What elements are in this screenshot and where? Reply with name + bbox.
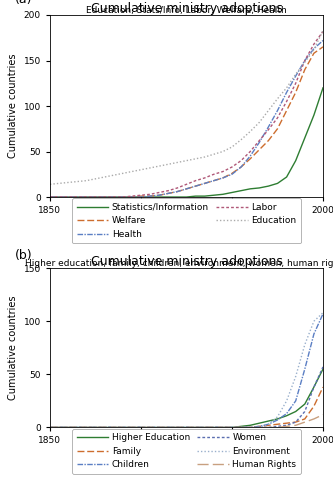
Text: (a): (a) [14,0,32,6]
Legend: Higher Education, Family, Children, Women, Environment, Human Rights: Higher Education, Family, Children, Wome… [72,429,301,474]
Title: Cumulative ministry adoptions: Cumulative ministry adoptions [91,2,282,15]
Text: Higher education, family, children, environment, women, human rights: Higher education, family, children, envi… [25,259,333,268]
X-axis label: Year: Year [176,220,197,230]
Title: Cumulative ministry adoptions: Cumulative ministry adoptions [91,255,282,268]
Y-axis label: Cumulative countries: Cumulative countries [8,54,18,158]
Y-axis label: Cumulative countries: Cumulative countries [8,296,18,400]
Text: Education, Stats/Info, Labor, Welfare, Health: Education, Stats/Info, Labor, Welfare, H… [86,6,287,15]
Legend: Statistics/Information, Welfare, Health, Labor, Education: Statistics/Information, Welfare, Health,… [72,198,301,244]
X-axis label: Year: Year [176,451,197,461]
Text: (b): (b) [14,249,32,262]
